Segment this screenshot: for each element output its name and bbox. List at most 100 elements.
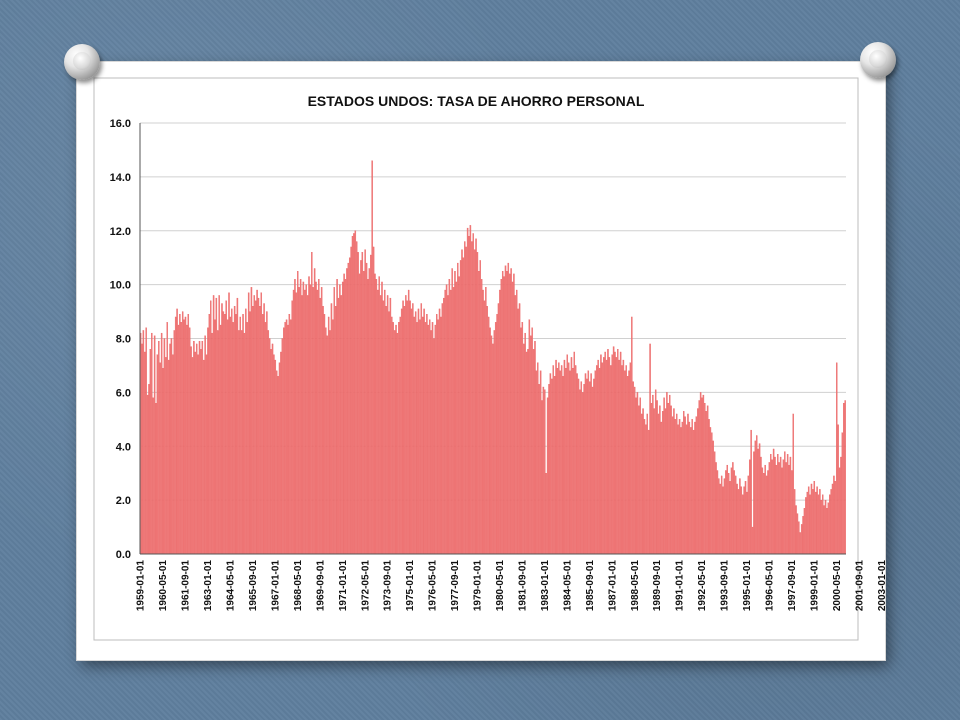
bar	[610, 365, 612, 555]
bar	[384, 289, 386, 555]
bar	[281, 338, 284, 555]
bar	[454, 271, 456, 555]
bar	[160, 332, 163, 555]
bar	[406, 300, 408, 555]
bar	[378, 276, 380, 555]
bar	[440, 316, 442, 555]
bar	[354, 230, 357, 555]
bar	[532, 349, 535, 555]
bar	[420, 303, 423, 555]
bar	[246, 322, 248, 555]
bar	[664, 408, 667, 555]
bar	[734, 475, 737, 555]
bar	[671, 416, 674, 555]
bar	[775, 464, 778, 555]
bar	[312, 287, 314, 555]
y-tick-labels: 0.0 2.0 4.0 6.0 8.0 10.0 12.0 14.0 16.0	[110, 118, 131, 561]
bar	[457, 262, 459, 555]
bar	[482, 289, 484, 555]
bar	[340, 295, 343, 555]
bar	[410, 308, 413, 555]
bar	[810, 483, 813, 555]
x-tick-label: 1967-01-01	[270, 560, 281, 612]
bar	[814, 491, 817, 555]
bar	[692, 429, 695, 555]
bar	[767, 470, 769, 555]
x-tick-label: 1985-09-01	[585, 560, 596, 612]
bar	[256, 289, 258, 555]
bar	[382, 300, 385, 555]
bar	[624, 370, 626, 555]
bar	[188, 327, 191, 555]
bar	[208, 314, 211, 555]
bar	[670, 405, 672, 555]
y-tick-label: 4.0	[116, 441, 131, 453]
x-tick-label: 1997-09-01	[787, 560, 798, 612]
x-tick-label: 1999-01-01	[809, 560, 820, 612]
bar	[678, 419, 681, 555]
bar	[464, 241, 466, 555]
bar	[333, 287, 335, 555]
bar	[210, 300, 212, 555]
bar	[584, 373, 587, 555]
bar	[476, 252, 479, 555]
bar	[379, 295, 382, 555]
bar	[840, 456, 842, 555]
bar	[687, 413, 689, 555]
bar	[344, 279, 347, 555]
bar	[431, 322, 434, 555]
bar	[598, 367, 601, 555]
bar	[391, 316, 393, 555]
bar	[424, 322, 427, 555]
bar	[805, 497, 807, 555]
bar	[393, 330, 396, 555]
bar	[684, 416, 686, 555]
bar	[581, 392, 584, 555]
bar	[212, 295, 215, 555]
bar	[538, 384, 540, 555]
bar	[579, 389, 581, 555]
bar	[280, 351, 282, 555]
bar	[187, 314, 190, 555]
bar	[614, 351, 616, 555]
bar	[827, 502, 830, 555]
x-tick-label: 1983-01-01	[540, 560, 551, 612]
bar	[796, 513, 799, 555]
bar	[191, 357, 194, 555]
bar	[184, 316, 187, 555]
bar	[527, 349, 529, 555]
bar	[716, 470, 719, 555]
bar	[539, 370, 542, 555]
bar	[392, 322, 394, 555]
bar	[732, 462, 734, 555]
x-tick-label: 1972-05-01	[360, 560, 371, 612]
bar	[657, 413, 660, 555]
bar	[421, 316, 424, 555]
bar	[798, 521, 800, 555]
bar	[183, 319, 185, 555]
bar	[727, 473, 730, 555]
pushpin-left-icon	[64, 44, 100, 80]
bar	[833, 475, 835, 555]
bar	[291, 300, 293, 555]
bar	[337, 297, 340, 555]
bar	[409, 300, 411, 555]
bar	[267, 330, 270, 555]
bar	[452, 287, 455, 555]
bar	[604, 351, 606, 555]
bar	[706, 405, 709, 555]
bar	[468, 235, 470, 555]
bar	[444, 289, 446, 555]
bar	[697, 408, 699, 555]
y-tick-label: 0.0	[116, 549, 131, 561]
bar	[414, 311, 417, 555]
x-tick-label: 1995-01-01	[742, 560, 753, 612]
bar	[169, 343, 171, 555]
bar	[594, 370, 597, 555]
bar	[555, 359, 557, 555]
bar	[763, 473, 765, 555]
bar	[605, 359, 608, 555]
bar	[158, 341, 160, 555]
bar	[645, 424, 647, 555]
bar	[746, 491, 748, 555]
